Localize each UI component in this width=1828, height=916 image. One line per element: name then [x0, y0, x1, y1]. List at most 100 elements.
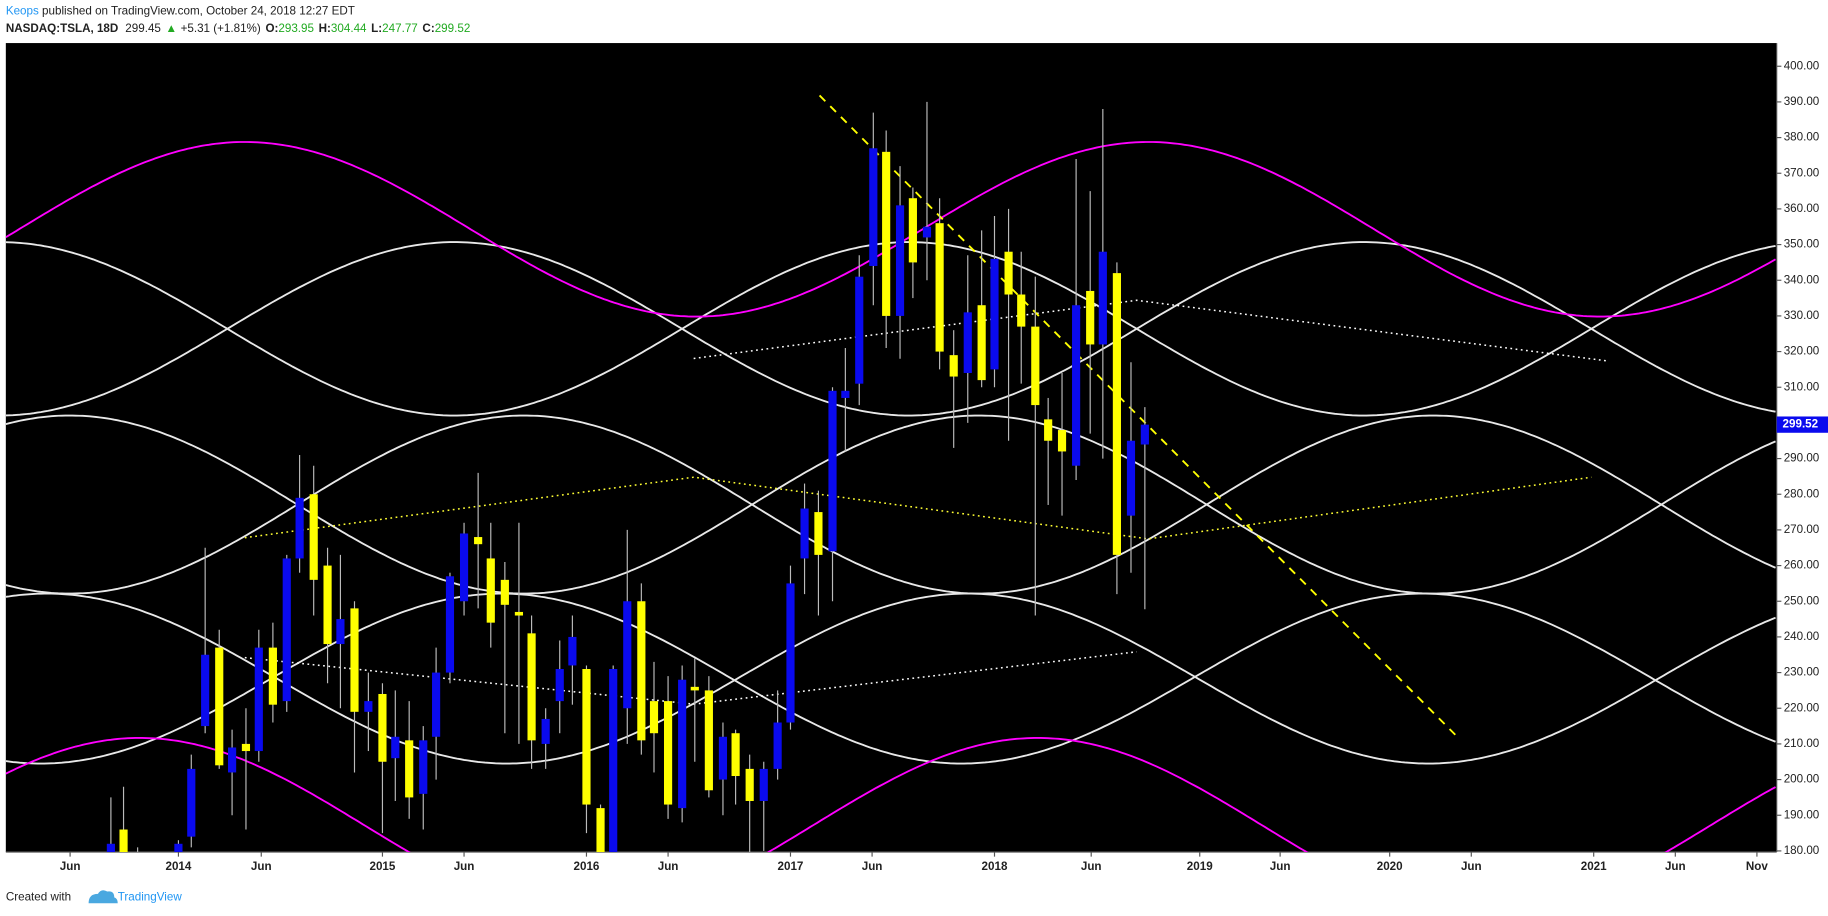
candle-body — [1057, 430, 1067, 452]
candle-body — [282, 558, 291, 702]
candle-body — [596, 808, 605, 852]
candle-body — [215, 647, 224, 766]
x-tick-label: 2015 — [369, 860, 395, 873]
candle-body — [459, 533, 469, 602]
high-key: H: — [319, 22, 331, 35]
x-tick-label: 2019 — [1187, 860, 1213, 873]
candle-body — [187, 768, 196, 837]
trend-line — [244, 651, 1137, 705]
y-tick-label: 290.00 — [1784, 452, 1820, 465]
y-tick-label: 320.00 — [1784, 345, 1820, 358]
high-value: 304.44 — [331, 22, 367, 35]
candle-body — [582, 669, 591, 805]
candle-body — [718, 736, 728, 780]
y-tick-label: 180.00 — [1784, 844, 1820, 857]
close-value: 299.52 — [435, 22, 471, 35]
y-tick-label: 340.00 — [1784, 273, 1820, 286]
candle-body — [119, 829, 128, 852]
candle-body — [378, 693, 387, 762]
candle-body — [1098, 251, 1107, 345]
candle-body — [828, 390, 837, 552]
y-tick-label: 260.00 — [1784, 559, 1820, 572]
candle-body — [690, 686, 699, 691]
candle-body — [1004, 251, 1013, 295]
close-key: C: — [422, 22, 434, 35]
candle-body — [908, 198, 917, 263]
x-tick-label: Jun — [658, 860, 679, 873]
x-tick-label: Jun — [454, 860, 475, 873]
candle-body — [855, 276, 864, 384]
candle-body — [323, 565, 332, 645]
candle-body — [174, 843, 183, 852]
open-key: O: — [265, 22, 278, 35]
y-tick-label: 190.00 — [1784, 808, 1820, 821]
candle-body — [106, 843, 115, 852]
x-tick-label: Jun — [1461, 860, 1482, 873]
axis-panel — [1776, 43, 1828, 876]
y-tick-label: 250.00 — [1784, 594, 1820, 607]
candle-body — [759, 768, 768, 801]
header-line-1: Keops published on TradingView.com, Octo… — [6, 5, 355, 18]
candle-body — [527, 633, 536, 741]
candle-body — [935, 223, 944, 352]
candle-body — [731, 733, 740, 777]
y-tick-label: 200.00 — [1784, 773, 1820, 786]
candle-body — [445, 576, 455, 673]
candle-body — [990, 258, 999, 370]
x-tick-label: Nov — [1746, 860, 1769, 873]
candle-body — [228, 747, 237, 773]
candle-body — [336, 619, 345, 645]
footer-created: Created with — [6, 890, 71, 903]
candle-body — [364, 701, 373, 712]
candle-body — [1086, 290, 1095, 345]
candle-body — [432, 672, 441, 737]
y-tick-label: 390.00 — [1784, 95, 1820, 108]
x-tick-label: 2020 — [1377, 860, 1403, 873]
candle-body — [678, 679, 687, 809]
candle-body — [786, 583, 795, 723]
y-tick-label: 310.00 — [1784, 380, 1820, 393]
candle-body — [1072, 305, 1081, 466]
candle-body — [649, 701, 659, 734]
candle-body — [1126, 440, 1136, 516]
candle-body — [309, 494, 318, 580]
candle-body — [800, 508, 809, 559]
low-key: L: — [371, 22, 382, 35]
y-tick-label: 400.00 — [1784, 59, 1820, 72]
candle-body — [419, 740, 428, 794]
candle-body — [977, 305, 986, 381]
candle-body — [555, 669, 564, 702]
candle-body — [623, 601, 632, 709]
candle-body — [814, 512, 823, 555]
author[interactable]: Keops — [6, 5, 39, 18]
trend-line — [693, 299, 1607, 362]
low-value: 247.77 — [382, 22, 418, 35]
candle-body — [1017, 294, 1026, 327]
candle-body — [268, 647, 277, 705]
arrow: ▲ — [166, 22, 178, 35]
price-tag — [1776, 416, 1828, 433]
candle-body — [882, 151, 891, 316]
brand-logo[interactable] — [88, 890, 118, 904]
y-tick-label: 270.00 — [1784, 523, 1820, 536]
candle-body — [841, 390, 850, 398]
candle-body — [1140, 424, 1149, 445]
candle-body — [254, 647, 263, 752]
x-tick-label: 2016 — [574, 860, 600, 873]
candle-body — [963, 312, 972, 373]
y-tick-label: 370.00 — [1784, 166, 1820, 179]
cycle-curve — [5, 241, 1776, 417]
candle-body — [773, 722, 782, 769]
candle-body — [295, 497, 304, 559]
candle-body — [405, 740, 414, 798]
x-tick-label: Jun — [60, 860, 81, 873]
y-tick-label: 280.00 — [1784, 487, 1820, 500]
x-tick-label: 2021 — [1581, 860, 1607, 873]
candle-body — [201, 654, 210, 727]
footer-brand[interactable]: TradingView — [118, 890, 183, 903]
cycle-curve — [5, 241, 1776, 417]
x-tick-label: 2017 — [778, 860, 804, 873]
candle-body — [895, 205, 905, 316]
cycle-curve — [5, 592, 1776, 765]
